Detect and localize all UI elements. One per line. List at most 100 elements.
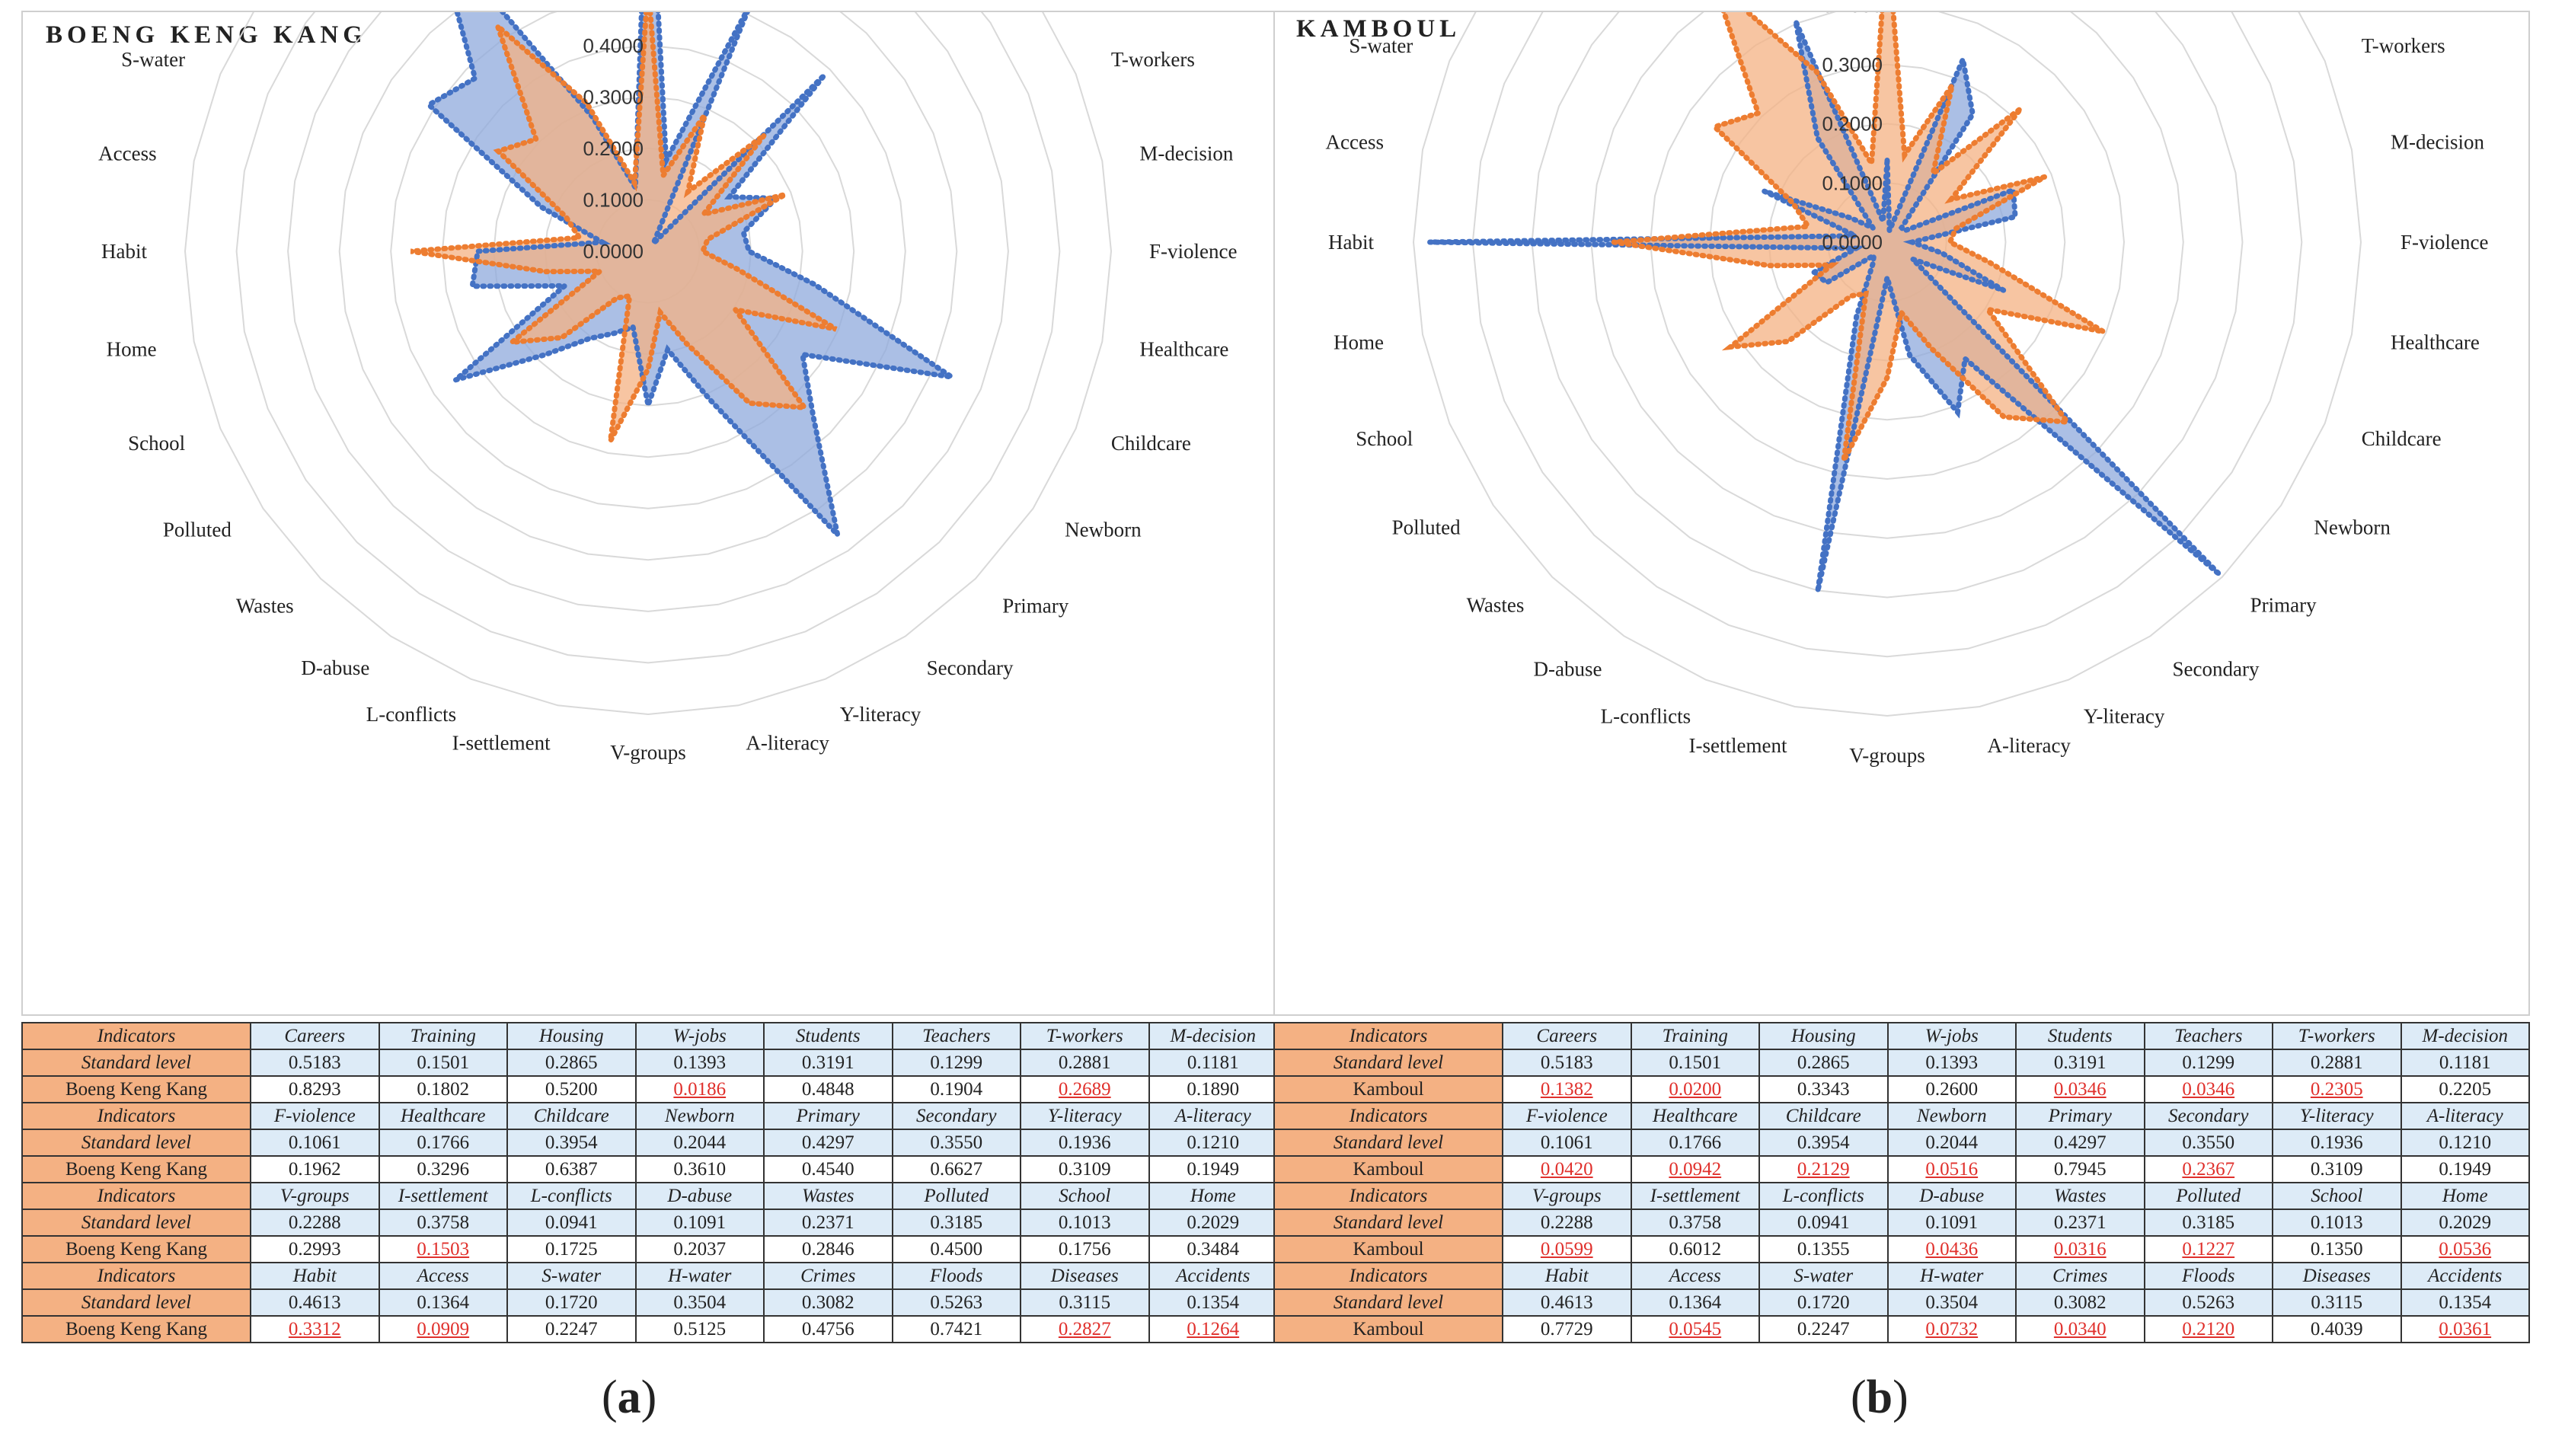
indicator-name: F-violence [1502, 1102, 1632, 1130]
site-value: 0.0200 [1630, 1075, 1760, 1103]
row-label: Indicators [1273, 1182, 1503, 1210]
site-value: 0.1350 [2272, 1235, 2402, 1263]
indicator-name: Diseases [1020, 1262, 1150, 1290]
indicator-name: Childcare [506, 1102, 637, 1130]
indicator-name: Floods [2143, 1262, 2273, 1290]
tick-label: 0.2000 [1822, 113, 1883, 136]
indicator-name: A-literacy [1148, 1102, 1278, 1130]
site-value: 0.1802 [378, 1075, 508, 1103]
indicator-name: T-workers [1020, 1022, 1150, 1050]
table-standard-row: Standard level 0.4613 0.1364 0.1720 0.3504 0.… [1273, 1288, 2530, 1317]
row-label: Standard level [21, 1049, 251, 1077]
grid-ring [441, 44, 855, 458]
site-value: 0.1756 [1020, 1235, 1150, 1263]
series-site-line [1429, 20, 2222, 592]
indicator-name: School [1020, 1182, 1150, 1210]
table-header-row: Indicators Careers Training Housing W-jobs St… [21, 1022, 1278, 1050]
site-value: 0.0340 [2015, 1315, 2145, 1343]
indicator-name: Training [1630, 1022, 1760, 1050]
table-standard-row: Standard level 0.1061 0.1766 0.3954 0.2044 0.… [1273, 1129, 2530, 1157]
category-label: L-conflicts [366, 703, 456, 726]
standard-value: 0.1091 [1886, 1209, 2017, 1237]
indicator-name: Careers [250, 1022, 380, 1050]
category-label: Childcare [1111, 432, 1191, 455]
standard-value: 0.1013 [1020, 1209, 1150, 1237]
site-value: 0.1503 [378, 1235, 508, 1263]
table-site-row: Kamboul 0.0420 0.0942 0.2129 0.0516 0.7945 0.2… [1273, 1155, 2530, 1183]
site-value: 0.3109 [2272, 1155, 2402, 1183]
category-label: Y-literacy [840, 703, 922, 726]
series-standard-level-area [1614, 12, 2103, 461]
category-label: Access [98, 142, 156, 165]
standard-value: 0.3082 [2015, 1288, 2145, 1317]
standard-value: 0.1354 [2400, 1288, 2530, 1317]
indicator-name: Access [1630, 1262, 1760, 1290]
table-header-row: Indicators F-violence Healthcare Childcare N… [21, 1102, 1278, 1130]
site-value: 0.2037 [634, 1235, 765, 1263]
indicator-name: L-conflicts [506, 1182, 637, 1210]
table-standard-row: Standard level 0.2288 0.3758 0.0941 0.1091 0.… [1273, 1209, 2530, 1237]
table-header-row: Indicators V-groups I-settlement L-conflict… [21, 1182, 1278, 1210]
indicator-name: Floods [891, 1262, 1021, 1290]
standard-value: 0.2029 [1148, 1209, 1278, 1237]
row-label: Indicators [21, 1022, 251, 1050]
site-value: 0.0316 [2015, 1235, 2145, 1263]
tick-label: 0.0000 [583, 240, 644, 263]
site-value: 0.2367 [2143, 1155, 2273, 1183]
indicator-table-kamboul: Indicators Careers Training Housing W-jobs St… [1273, 1022, 2530, 1343]
row-label: Indicators [1273, 1262, 1503, 1290]
tick-label: 0.0000 [1822, 231, 1883, 254]
indicator-name: Childcare [1758, 1102, 1889, 1130]
standard-value: 0.1501 [378, 1049, 508, 1077]
table-header-row: Indicators Habit Access S-water H-water Crime… [1273, 1262, 2530, 1290]
standard-value: 0.1364 [1630, 1288, 1760, 1317]
grid-ring [1649, 12, 2126, 481]
indicator-name: S-water [506, 1262, 637, 1290]
category-label: A-literacy [746, 731, 829, 754]
site-value: 0.7729 [1502, 1315, 1632, 1343]
category-label: L-conflicts [1601, 705, 1691, 728]
site-value: 0.0436 [1886, 1235, 2017, 1263]
indicator-name: Training [378, 1022, 508, 1050]
category-label: Healthcare [2391, 331, 2480, 354]
site-value: 0.7421 [891, 1315, 1021, 1343]
standard-value: 0.3954 [1758, 1129, 1889, 1157]
category-label: M-decision [2391, 131, 2484, 154]
category-label: Primary [2250, 594, 2317, 617]
standard-value: 0.1766 [1630, 1129, 1760, 1157]
tick-label: 0.3000 [1822, 53, 1883, 76]
standard-value: 0.1720 [506, 1288, 637, 1317]
site-value: 0.2689 [1020, 1075, 1150, 1103]
standard-value: 0.5263 [891, 1288, 1021, 1317]
table-standard-row: Standard level 0.5183 0.1501 0.2865 0.1393 0.… [1273, 1049, 2530, 1077]
site-value: 0.0186 [634, 1075, 765, 1103]
row-label: Kamboul [1273, 1075, 1503, 1103]
caption-letter: a [617, 1371, 641, 1423]
category-label: Polluted [1392, 516, 1461, 539]
standard-value: 0.1091 [634, 1209, 765, 1237]
row-label: Boeng Keng Kang [21, 1155, 251, 1183]
row-label: Standard level [1273, 1129, 1503, 1157]
site-value: 0.1949 [1148, 1155, 1278, 1183]
standard-value: 0.1181 [2400, 1049, 2530, 1077]
indicator-name: L-conflicts [1758, 1182, 1889, 1210]
radar-chart-boeng-keng-kang: BOENG KENG KANG 0.0000 0.1000 0.2000 0.3000 0… [46, 12, 1237, 764]
category-label: Childcare [2362, 427, 2442, 450]
standard-value: 0.3504 [634, 1288, 765, 1317]
standard-value: 0.3954 [506, 1129, 637, 1157]
grid-ring [338, 12, 958, 561]
site-value: 0.2827 [1020, 1315, 1150, 1343]
table-standard-row: Standard level 0.4613 0.1364 0.1720 0.3504 0.… [21, 1288, 1278, 1317]
site-value: 0.3343 [1758, 1075, 1889, 1103]
category-label: D-abuse [301, 656, 369, 679]
grid-ring [1531, 12, 2244, 599]
radar-panel-kamboul: KAMBOUL0.00000.10000.20000.30000.40000.5… [1273, 11, 2530, 1016]
site-value: 0.4848 [763, 1075, 893, 1103]
category-label: Y-literacy [2084, 705, 2165, 728]
indicator-name: Students [763, 1022, 893, 1050]
indicator-name: Home [1148, 1182, 1278, 1210]
standard-value: 0.3758 [378, 1209, 508, 1237]
indicator-name: M-decision [1148, 1022, 1278, 1050]
standard-value: 0.5183 [250, 1049, 380, 1077]
site-value: 0.2247 [1758, 1315, 1889, 1343]
